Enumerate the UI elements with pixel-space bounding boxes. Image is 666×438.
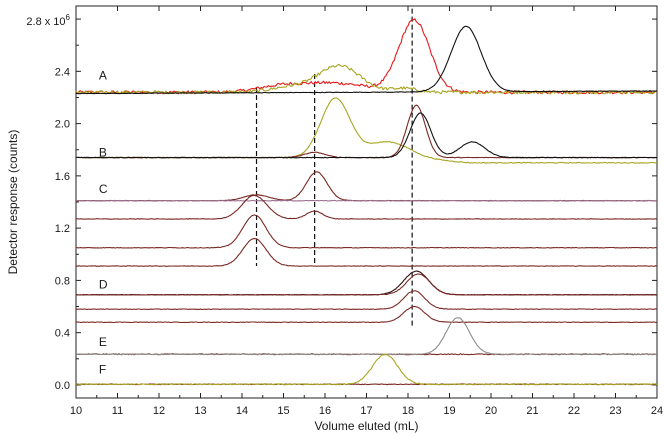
y-tick-label: 2.0	[55, 119, 70, 131]
y-tick-label: 1.6	[55, 171, 70, 183]
trace-b-olive	[75, 97, 658, 164]
x-axis-ticks: 10 11 12 13 14 15 16 17 18 19 20 21 22 23 24	[70, 6, 663, 417]
x-tick-label: 11	[112, 405, 123, 417]
trace-group-label: F	[99, 362, 106, 376]
trace-c-brown	[75, 238, 658, 267]
trace-d-dark_brown	[75, 270, 658, 296]
y-tick-label: 2.4	[55, 66, 70, 78]
x-tick-label: 20	[485, 405, 497, 417]
chromatogram-traces	[75, 18, 658, 386]
x-tick-label: 21	[526, 405, 538, 417]
trace-group-label: B	[99, 145, 107, 159]
trace-a-olive	[75, 63, 658, 95]
plot-border	[75, 5, 658, 399]
trace-group-label: A	[99, 68, 107, 82]
x-tick-label: 23	[609, 405, 621, 417]
x-tick-label: 13	[194, 405, 206, 417]
trace-group-label: E	[99, 335, 107, 349]
y-tick-label-exponent: 6	[66, 13, 71, 22]
y-tick-label: 0.0	[55, 380, 70, 392]
x-tick-label: 24	[651, 405, 663, 417]
trace-group-label: C	[99, 182, 108, 196]
trace-b-black	[75, 112, 657, 159]
x-tick-label: 15	[277, 405, 289, 417]
trace-f-olive	[75, 354, 658, 386]
x-tick-label: 12	[153, 405, 165, 417]
plot-frame	[75, 5, 658, 399]
trace-c-brown	[75, 194, 658, 220]
trace-c-purple	[76, 199, 657, 202]
y-tick-label: 1.2	[55, 223, 70, 235]
x-tick-label: 17	[360, 405, 372, 417]
y-tick-label: 0.4	[55, 328, 70, 340]
x-tick-label: 18	[402, 405, 414, 417]
trace-d-brown	[75, 273, 658, 296]
x-tick-label: 16	[319, 405, 331, 417]
trace-e-gray	[75, 317, 658, 356]
y-axis-ticks: 0.0 0.4 0.8 1.2 1.6 2.0 2.4 2.8 x 106	[26, 13, 657, 392]
x-tick-label: 14	[236, 405, 248, 417]
x-tick-label: 19	[443, 405, 455, 417]
x-tick-label: 10	[70, 405, 82, 417]
y-tick-label: 0.8	[55, 275, 70, 287]
trace-c-brown	[75, 171, 658, 202]
y-tick-label-text: 2.8 x 10	[26, 16, 65, 28]
y-axis-title: Detector response (counts)	[6, 130, 20, 275]
trace-d-brown	[75, 290, 658, 310]
reference-lines	[255, 8, 413, 328]
trace-c-brown	[76, 214, 658, 249]
y-tick-label: 2.8 x 106	[26, 13, 70, 28]
x-axis-title: Volume eluted (mL)	[314, 419, 418, 433]
trace-b-brown	[76, 104, 658, 159]
trace-d-brown	[76, 305, 657, 324]
trace-group-label: D	[99, 277, 108, 291]
x-tick-label: 22	[568, 405, 580, 417]
trace-group-labels: A B C D EF	[99, 68, 108, 376]
trace-a-black	[75, 25, 658, 95]
